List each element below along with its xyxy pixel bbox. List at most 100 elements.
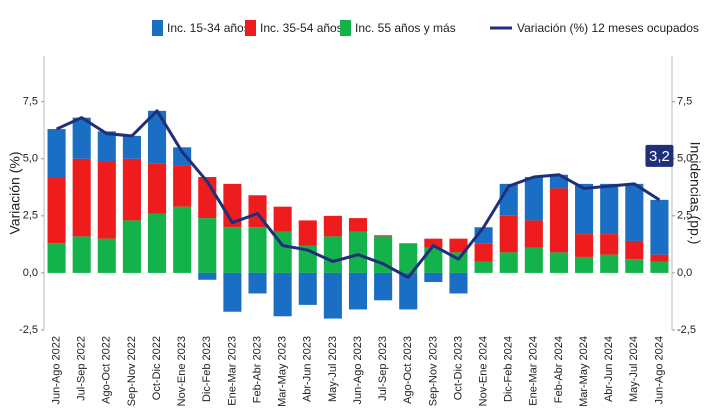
bar-segment <box>374 236 393 273</box>
bar-segment <box>122 135 141 159</box>
x-tick-label: Oct-Dic 2023 <box>452 336 464 400</box>
bar-segment <box>348 231 368 273</box>
bar-segment <box>600 234 619 255</box>
bar-segment <box>47 243 66 273</box>
y2-tick-label: -2,5 <box>677 324 696 336</box>
bar-segment <box>173 206 192 273</box>
y2-tick-label: 7,5 <box>677 96 692 108</box>
x-tick-label: May-Jul 2024 <box>628 336 640 402</box>
x-tick-label: Mar-May 2024 <box>578 336 590 407</box>
x-tick-label: Feb-Abr 2024 <box>553 336 565 403</box>
y2-tick-label: 0,0 <box>677 267 692 279</box>
data-label: 3,2 <box>649 148 670 165</box>
x-tick-label: Abr-Jun 2023 <box>302 336 314 402</box>
bar-segment <box>298 220 317 246</box>
x-tick-label: Ene-Mar 2024 <box>528 336 540 406</box>
legend-swatch <box>152 20 163 36</box>
bar-segment <box>173 165 192 207</box>
x-tick-label: Ago-Oct 2022 <box>101 336 113 404</box>
bar-segment <box>650 199 669 255</box>
bar-segment <box>424 238 443 248</box>
bar-segment <box>474 243 493 262</box>
x-tick-label: May-Jul 2023 <box>327 336 339 402</box>
bar-segment <box>248 272 267 294</box>
bar-segment <box>449 272 468 294</box>
x-tick-label: Jul-Sep 2022 <box>76 336 88 401</box>
x-tick-label: Jun-Ago 2022 <box>50 336 62 405</box>
x-tick-label: Feb-Abr 2023 <box>251 336 263 403</box>
line <box>55 109 661 279</box>
bar-segment <box>348 272 368 310</box>
bar-segment <box>625 240 644 260</box>
bar-segment <box>549 252 569 273</box>
bar-segment <box>499 215 518 253</box>
x-tick-label: Ago-Oct 2023 <box>402 336 414 404</box>
bar-segment <box>399 243 418 273</box>
bar-segment <box>47 177 66 244</box>
x-tick-label: Sep-Nov 2022 <box>126 336 138 406</box>
bar-segment <box>449 238 468 253</box>
bar-segment <box>323 215 342 237</box>
bar-segment <box>374 235 393 237</box>
bar-segment <box>399 272 418 310</box>
bar-segment <box>323 272 342 319</box>
legend-label: Inc. 55 años y más <box>355 21 456 35</box>
bar-segment <box>147 110 167 164</box>
bar-segment <box>47 129 66 178</box>
bar-segment <box>97 161 116 239</box>
bar-segment <box>424 272 443 283</box>
bar-segment <box>499 252 518 273</box>
legend-label: Inc. 35-54 años <box>260 21 343 35</box>
bar-segment <box>524 177 543 221</box>
bar-segment <box>97 238 116 273</box>
y2-tick-label: 5,0 <box>677 153 692 165</box>
bar-segment <box>122 220 141 273</box>
bar-segment <box>198 272 217 280</box>
bar-segment <box>273 272 292 317</box>
bar-segment <box>348 218 368 232</box>
bar-segment <box>650 254 669 262</box>
bar-segment <box>424 247 443 273</box>
bar-segment <box>198 218 217 273</box>
legend-swatch <box>340 20 351 36</box>
x-tick-label: Ene-Mar 2023 <box>226 336 238 406</box>
bar-segment <box>374 272 393 301</box>
bar-segment <box>122 158 141 221</box>
y2-tick-label: 2,5 <box>677 210 692 222</box>
bar-segment <box>524 247 543 273</box>
bar-segment <box>625 183 644 241</box>
y-tick-label: 0,0 <box>23 267 38 279</box>
y-tick-label: 7,5 <box>23 96 38 108</box>
legend-label: Inc. 15-34 años <box>167 21 250 35</box>
x-tick-label: Jun-Ago 2024 <box>653 336 665 405</box>
x-tick-label: Abr-Jun 2024 <box>603 336 615 402</box>
bar-segment <box>223 272 242 312</box>
x-tick-label: Mar-May 2023 <box>277 336 289 407</box>
x-tick-label: Dic-Feb 2024 <box>503 336 515 402</box>
bar-segment <box>575 183 594 235</box>
bar-segment <box>273 206 292 232</box>
bar-segment <box>72 158 91 237</box>
bar-segment <box>474 261 493 273</box>
bar-segment <box>575 234 594 257</box>
bar-segment <box>600 183 619 235</box>
bar-segment <box>575 256 594 273</box>
x-tick-label: Oct-Dic 2022 <box>151 336 163 400</box>
bar-segment <box>173 147 192 166</box>
bar-segment <box>147 163 167 214</box>
x-tick-label: Nov-Ene 2024 <box>478 336 490 406</box>
x-tick-label: Jun-Ago 2023 <box>352 336 364 405</box>
legend-swatch <box>245 20 256 36</box>
bar-segment <box>625 259 644 273</box>
bar-segment <box>147 213 167 273</box>
bar-segment <box>323 236 342 273</box>
bar-segment <box>97 131 116 162</box>
bar-segment <box>524 220 543 248</box>
bar-segment <box>248 227 267 273</box>
y-tick-label: 5,0 <box>23 153 38 165</box>
bar-segment <box>72 117 91 159</box>
bar-segment <box>600 254 619 273</box>
y-axis-title: Variación (%) <box>7 152 23 235</box>
bar-segment <box>223 227 242 273</box>
bar-segment <box>549 188 569 253</box>
